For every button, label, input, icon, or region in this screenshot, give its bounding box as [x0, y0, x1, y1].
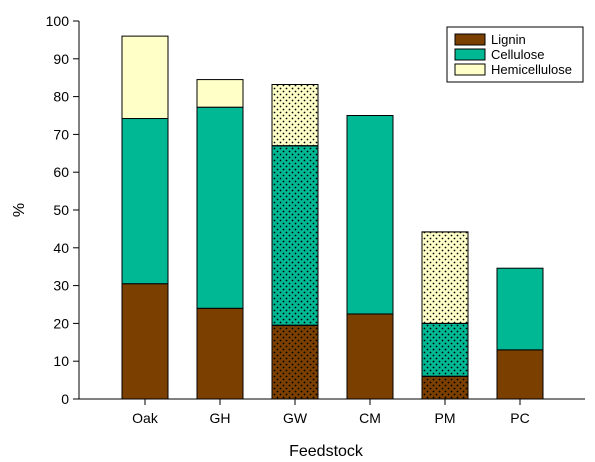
bar-gw-lignin-pattern — [271, 324, 319, 400]
y-tick-label-80: 80 — [53, 89, 69, 105]
bar-gh-cellulose — [196, 106, 244, 309]
legend-swatch-cellulose — [454, 48, 486, 61]
y-axis-title: % — [11, 203, 28, 217]
y-tick-label-20: 20 — [53, 315, 69, 331]
bar-pm-hemicellulose-pattern — [421, 231, 469, 324]
bar-gh-lignin — [196, 307, 244, 400]
y-tick-label-30: 30 — [53, 278, 69, 294]
y-tick-label-60: 60 — [53, 164, 69, 180]
axes-group: 0 10 20 30 40 50 60 70 80 90 100 Oak GH GW CM PM PC — [46, 13, 585, 426]
bar-pm-cellulose-pattern — [421, 322, 469, 377]
legend-label-hemicellulose: Hemicellulose — [491, 62, 572, 77]
x-tick-label-gw: GW — [283, 410, 308, 426]
bar-oak-hemicellulose — [121, 35, 169, 120]
y-tick-label-90: 90 — [53, 51, 69, 67]
legend-label-cellulose: Cellulose — [491, 47, 544, 62]
legend-swatch-lignin — [454, 33, 486, 46]
bar-gh-hemicellulose — [196, 79, 244, 108]
legend-swatch-hemicellulose — [454, 63, 486, 76]
bar-gw-cellulose-pattern — [271, 145, 319, 326]
bar-pm-lignin-pattern — [421, 375, 469, 400]
legend-label-lignin: Lignin — [491, 32, 526, 47]
bar-pc-lignin — [496, 349, 544, 400]
x-tick-label-pm: PM — [435, 410, 456, 426]
y-tick-label-100: 100 — [46, 13, 70, 29]
x-tick-label-pc: PC — [510, 410, 529, 426]
bar-cm-lignin — [346, 313, 394, 400]
bar-oak-lignin — [121, 283, 169, 400]
x-tick-label-gh: GH — [210, 410, 231, 426]
y-tick-label-10: 10 — [53, 353, 69, 369]
x-tick-label-oak: Oak — [132, 410, 159, 426]
bar-oak-cellulose — [121, 118, 169, 285]
bar-gw-hemicellulose-pattern — [271, 84, 319, 147]
y-tick-label-0: 0 — [61, 391, 69, 407]
y-tick-label-70: 70 — [53, 126, 69, 142]
x-tick-label-cm: CM — [359, 410, 381, 426]
y-tick-label-50: 50 — [53, 202, 69, 218]
bar-cm-cellulose — [346, 115, 394, 315]
x-axis-title: Feedstock — [289, 443, 364, 460]
bar-pc-cellulose — [496, 267, 544, 351]
bars-group — [121, 35, 544, 400]
y-tick-label-40: 40 — [53, 240, 69, 256]
